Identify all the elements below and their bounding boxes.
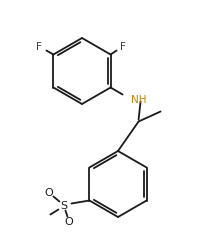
Text: O: O: [44, 188, 53, 198]
Text: F: F: [36, 42, 42, 52]
Text: F: F: [120, 42, 126, 52]
Text: NH: NH: [131, 95, 146, 105]
Text: O: O: [64, 217, 73, 226]
Text: S: S: [60, 201, 67, 211]
